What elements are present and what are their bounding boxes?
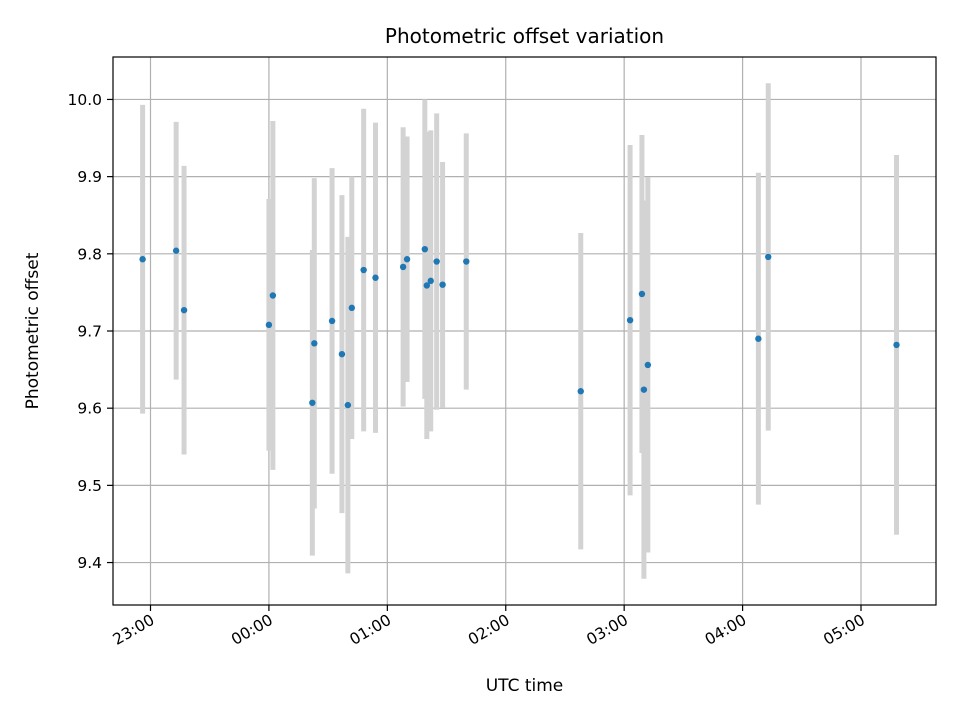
- data-point: [180, 306, 188, 314]
- data-point: [423, 282, 431, 289]
- data-point: [463, 258, 470, 265]
- y-tick-label: 9.6: [77, 400, 102, 418]
- x-tick-label: 00:00: [228, 611, 276, 649]
- y-tick-label: 9.4: [77, 554, 102, 572]
- y-axis-ticks: 9.4 9.5 9.6 9.7 9.8 9.9 10.0: [67, 91, 113, 572]
- data-point: [626, 316, 634, 324]
- y-axis-label: Photometric offset: [23, 252, 43, 409]
- data-point: [139, 256, 146, 263]
- x-tick-label: 05:00: [820, 611, 868, 649]
- data-point: [338, 350, 346, 358]
- data-point: [269, 292, 277, 299]
- data-point: [427, 277, 434, 285]
- data-point: [328, 317, 336, 325]
- data-point: [640, 386, 648, 393]
- x-axis-ticks: 23:00 00:00 01:00 02:00 03:00 04:00 05:00: [110, 605, 868, 649]
- data-point: [577, 388, 584, 395]
- data-point: [399, 263, 407, 271]
- data-point: [309, 399, 316, 406]
- x-tick-label: 02:00: [465, 611, 513, 649]
- data-point: [372, 274, 379, 281]
- x-tick-label: 23:00: [110, 611, 158, 649]
- grid-lines: [113, 57, 936, 605]
- y-tick-label: 10.0: [67, 91, 102, 109]
- data-point: [403, 256, 411, 263]
- chart-title: Photometric offset variation: [385, 24, 664, 48]
- data-point: [344, 401, 352, 409]
- x-tick-label: 03:00: [583, 611, 631, 649]
- x-tick-label: 01:00: [347, 611, 395, 649]
- data-point: [433, 258, 440, 265]
- data-points: [139, 245, 900, 409]
- data-point: [893, 341, 900, 349]
- x-axis-label: UTC time: [486, 676, 564, 696]
- data-point: [348, 304, 356, 312]
- data-point: [765, 253, 772, 261]
- data-point: [311, 340, 318, 347]
- x-tick-label: 04:00: [702, 611, 750, 649]
- y-tick-label: 9.7: [77, 323, 102, 341]
- data-point: [265, 321, 273, 329]
- data-point: [439, 281, 446, 288]
- y-tick-label: 9.5: [77, 477, 102, 495]
- data-point: [421, 245, 429, 253]
- data-point: [360, 266, 367, 274]
- data-point: [644, 361, 652, 369]
- data-point: [755, 335, 762, 342]
- data-point: [638, 290, 646, 298]
- data-point: [172, 247, 180, 254]
- y-tick-label: 9.8: [77, 245, 102, 263]
- y-tick-label: 9.9: [77, 168, 102, 186]
